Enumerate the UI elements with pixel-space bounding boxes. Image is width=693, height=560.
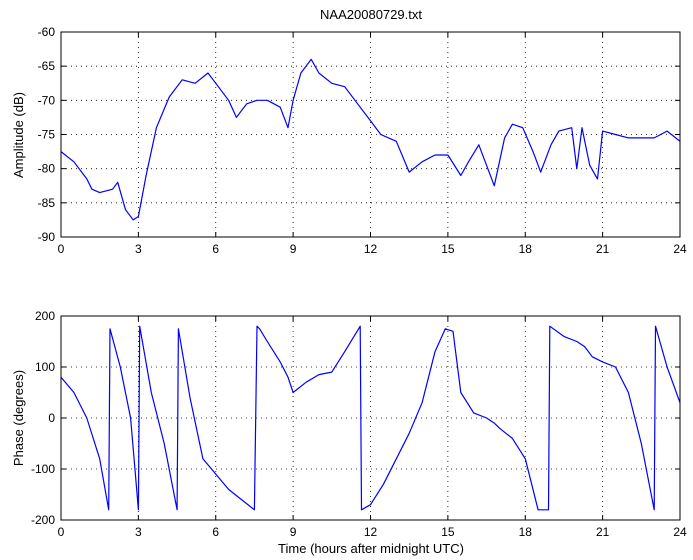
phase-xtick-label: 15 <box>441 525 455 539</box>
phase-ytick-label: -100 <box>31 462 55 476</box>
phase-ylabel: Phase (degrees) <box>11 370 26 466</box>
amplitude-xtick-label: 12 <box>364 242 378 256</box>
amplitude-ytick-label: -85 <box>38 196 56 210</box>
phase-ytick-label: 200 <box>35 309 55 323</box>
amplitude-ytick-label: -80 <box>38 162 56 176</box>
amplitude-ytick-label: -70 <box>38 93 56 107</box>
amplitude-xtick-label: 0 <box>58 242 65 256</box>
phase-xtick-label: 3 <box>135 525 142 539</box>
phase-ytick-label: 100 <box>35 360 55 374</box>
amplitude-xtick-label: 24 <box>673 242 687 256</box>
phase-xtick-label: 9 <box>290 525 297 539</box>
amplitude-ytick-label: -90 <box>38 230 56 244</box>
amplitude-ylabel: Amplitude (dB) <box>11 92 26 178</box>
phase-xtick-label: 18 <box>519 525 533 539</box>
amplitude-xtick-label: 9 <box>290 242 297 256</box>
phase-xtick-label: 12 <box>364 525 378 539</box>
phase-xtick-label: 6 <box>212 525 219 539</box>
amplitude-xtick-label: 15 <box>441 242 455 256</box>
amplitude-xtick-label: 6 <box>212 242 219 256</box>
amplitude-panel: 0 3 6 9 12 15 18 21 24 -60 -65 -70 -75 -80 -85 -90 Ampl… <box>11 25 687 256</box>
amplitude-line <box>60 58 681 221</box>
amplitude-xtick-label: 21 <box>596 242 610 256</box>
x-axis-label: Time (hours after midnight UTC) <box>278 541 464 556</box>
amplitude-series-line <box>60 58 681 221</box>
amplitude-xtick-label: 18 <box>519 242 533 256</box>
phase-grid <box>61 316 680 520</box>
amplitude-ticks: 0 3 6 9 12 15 18 21 24 -60 -65 -70 -75 -80 -85 -90 <box>38 25 687 256</box>
phase-xtick-label: 21 <box>596 525 610 539</box>
phase-ticks: 0 3 6 9 12 15 18 21 24 200 100 0 -100 -200 <box>31 309 687 539</box>
phase-panel: 0 3 6 9 12 15 18 21 24 200 100 0 -100 -200 Phase (deg… <box>11 309 687 539</box>
amplitude-ytick-label: -60 <box>38 25 56 39</box>
phase-ytick-label: -200 <box>31 513 55 527</box>
phase-ytick-label: 0 <box>48 411 55 425</box>
phase-series-line <box>60 325 681 511</box>
amplitude-grid <box>61 32 680 237</box>
amplitude-xtick-label: 3 <box>135 242 142 256</box>
phase-line <box>60 325 681 511</box>
phase-xtick-label: 24 <box>673 525 687 539</box>
phase-xtick-label: 0 <box>58 525 65 539</box>
amplitude-ytick-label: -65 <box>38 59 56 73</box>
amplitude-ytick-label: -75 <box>38 128 56 142</box>
chart-title: NAA20080729.txt <box>320 7 422 22</box>
